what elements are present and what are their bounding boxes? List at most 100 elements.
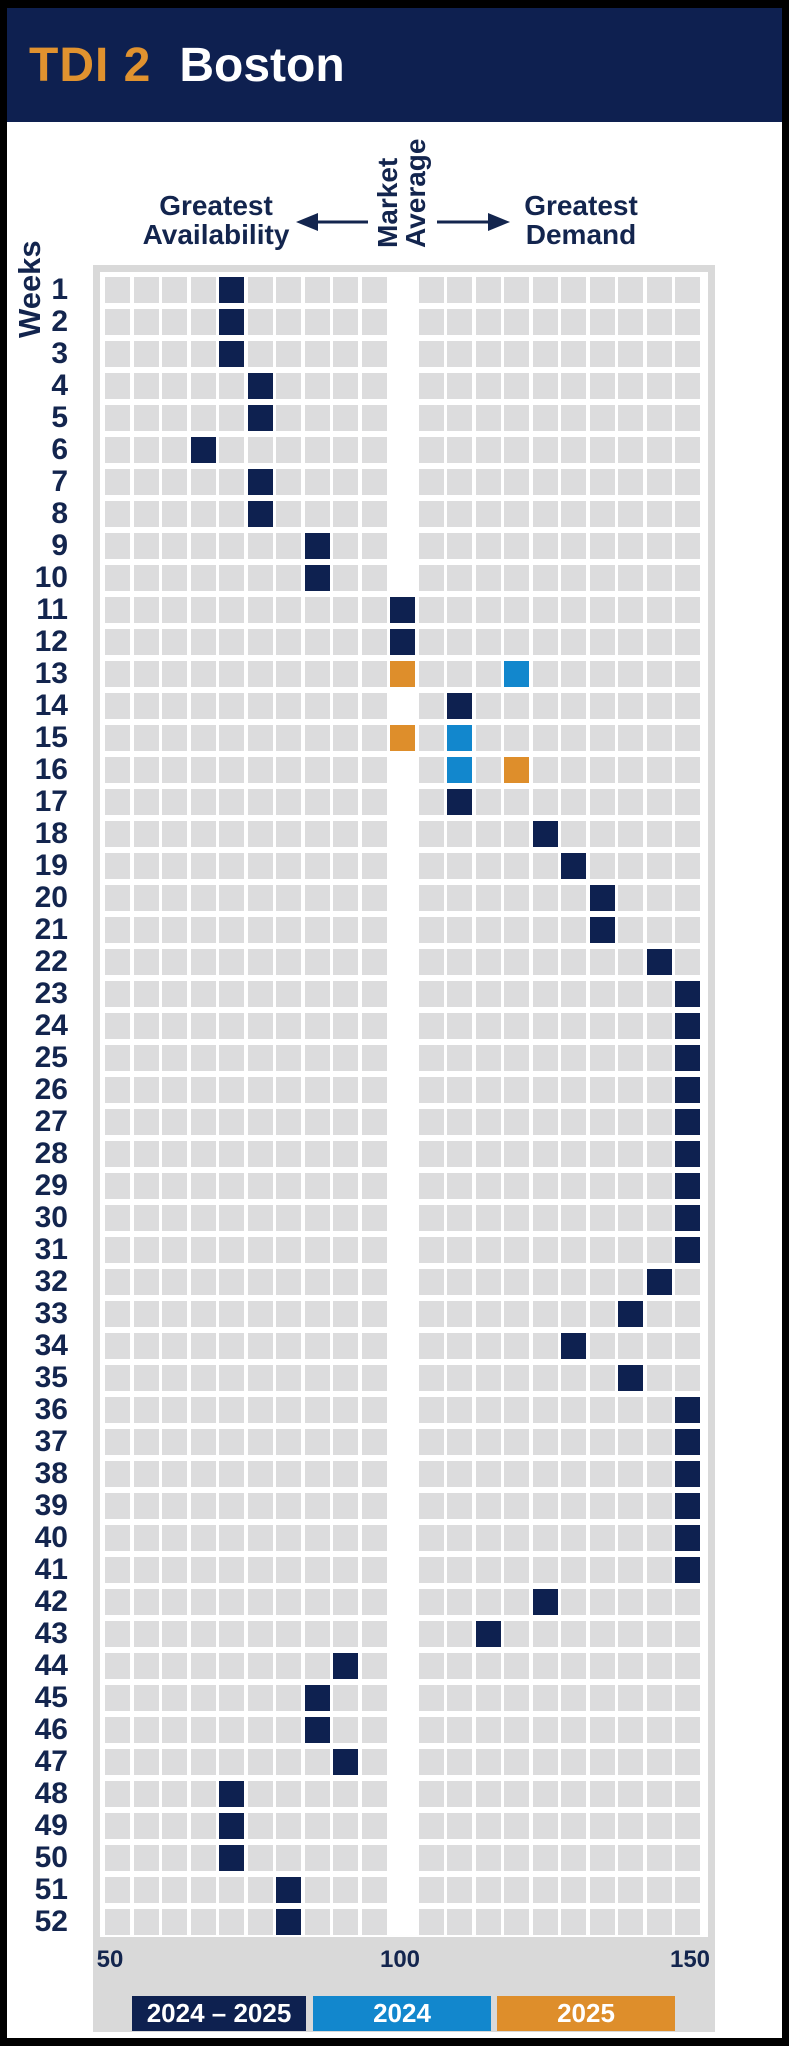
data-cell-week-29-tdi-150 — [675, 1173, 700, 1199]
grid-cell — [475, 1525, 501, 1551]
grid-cell — [532, 1301, 558, 1327]
grid-cell — [361, 1333, 387, 1359]
grid-cell — [333, 1717, 358, 1743]
grid-cell — [304, 501, 330, 527]
grid-cell — [133, 501, 159, 527]
grid-cell — [247, 1813, 273, 1839]
grid-cell — [618, 597, 643, 623]
grid-cell — [133, 437, 159, 463]
grid-cell — [219, 1141, 244, 1167]
grid-cell — [418, 533, 444, 559]
grid-cell — [133, 1397, 159, 1423]
grid-cell — [561, 789, 586, 815]
grid-cell — [532, 309, 558, 335]
grid-cell — [418, 789, 444, 815]
grid-cell — [618, 853, 643, 879]
grid-cell — [190, 501, 216, 527]
grid-cell — [361, 1013, 387, 1039]
grid-cell — [276, 821, 301, 847]
grid-cell — [276, 1717, 301, 1743]
grid-cell — [646, 725, 672, 751]
grid-cell — [561, 1109, 586, 1135]
grid-cell — [646, 789, 672, 815]
grid-cell — [333, 277, 358, 303]
grid-cell — [589, 725, 615, 751]
grid-cell — [504, 1397, 529, 1423]
grid-cell — [361, 981, 387, 1007]
grid-cell — [532, 597, 558, 623]
grid-cell — [361, 533, 387, 559]
week-number-label-27: 27 — [34, 1105, 68, 1138]
grid-cell — [133, 1557, 159, 1583]
grid-cell — [190, 309, 216, 335]
grid-cell — [333, 1237, 358, 1263]
grid-cell — [589, 1173, 615, 1199]
grid-cell — [504, 1205, 529, 1231]
grid-cell — [646, 1109, 672, 1135]
grid-cell — [561, 1877, 586, 1903]
grid-cell — [361, 1269, 387, 1295]
grid-cell — [304, 1077, 330, 1103]
grid-cell — [418, 1525, 444, 1551]
grid-cell — [418, 1685, 444, 1711]
grid-cell — [589, 1589, 615, 1615]
grid-cell — [675, 1685, 700, 1711]
grid-cell — [504, 1525, 529, 1551]
grid-cell — [105, 1685, 130, 1711]
grid-cell — [333, 1397, 358, 1423]
grid-cell — [561, 1173, 586, 1199]
week-number-label-23: 23 — [34, 977, 68, 1010]
grid-cell — [418, 1397, 444, 1423]
grid-cell — [646, 981, 672, 1007]
grid-cell — [133, 1813, 159, 1839]
grid-cell — [675, 1845, 700, 1871]
grid-cell — [675, 533, 700, 559]
grid-cell — [219, 1301, 244, 1327]
grid-cell — [105, 853, 130, 879]
grid-cell — [589, 1365, 615, 1391]
grid-cell — [247, 693, 273, 719]
grid-cell — [532, 1333, 558, 1359]
grid-cell — [475, 693, 501, 719]
grid-cell — [532, 1269, 558, 1295]
grid-cell — [532, 661, 558, 687]
grid-cell — [162, 437, 187, 463]
grid-cell — [333, 597, 358, 623]
grid-cell — [276, 693, 301, 719]
grid-cell — [276, 1237, 301, 1263]
grid-cell — [675, 1781, 700, 1807]
arrow-left-icon — [296, 213, 368, 231]
grid-cell — [618, 1237, 643, 1263]
grid-cell — [361, 853, 387, 879]
data-cell-week-47-tdi-90 — [333, 1749, 358, 1775]
grid-cell — [162, 1045, 187, 1071]
grid-cell — [475, 277, 501, 303]
grid-cell — [333, 373, 358, 399]
grid-cell — [247, 1077, 273, 1103]
grid-cell — [133, 405, 159, 431]
grid-cell — [532, 1013, 558, 1039]
grid-cell — [618, 405, 643, 431]
grid-cell — [589, 693, 615, 719]
grid-cell — [190, 629, 216, 655]
grid-cell — [561, 1397, 586, 1423]
grid-cell — [561, 1013, 586, 1039]
grid-cell — [276, 1813, 301, 1839]
week-number-label-8: 8 — [51, 497, 68, 530]
grid-cell — [504, 981, 529, 1007]
grid-cell — [190, 949, 216, 975]
frame-border-top — [0, 0, 789, 8]
grid-cell — [162, 309, 187, 335]
week-number-label-37: 37 — [34, 1425, 68, 1458]
grid-cell — [561, 309, 586, 335]
data-cell-week-49-tdi-70 — [219, 1813, 244, 1839]
greatest-availability-line2: Availability — [142, 219, 290, 250]
grid-cell — [162, 661, 187, 687]
grid-cell — [190, 789, 216, 815]
grid-cell — [561, 1749, 586, 1775]
grid-cell — [276, 1493, 301, 1519]
week-number-label-6: 6 — [51, 433, 68, 466]
grid-cell — [304, 1845, 330, 1871]
grid-cell — [219, 1685, 244, 1711]
grid-cell — [589, 1237, 615, 1263]
